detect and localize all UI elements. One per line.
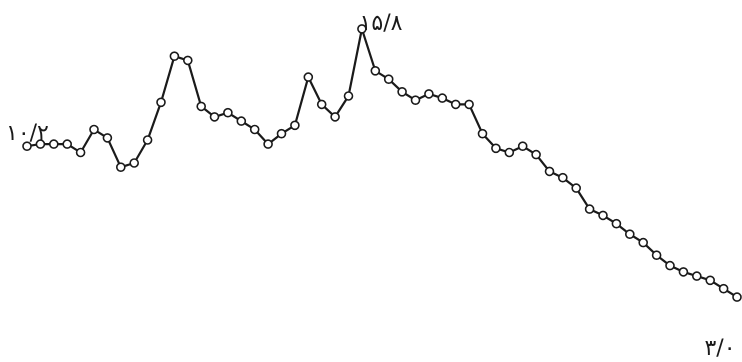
data-point-28: [383, 74, 394, 84]
data-point-25: [343, 91, 354, 101]
data-point-1: [22, 141, 32, 151]
data-point-6: [89, 124, 99, 135]
data-point-19: [263, 139, 273, 149]
data-point-14: [196, 101, 206, 112]
data-point-33: [450, 99, 461, 110]
data-point-15: [209, 112, 220, 122]
data-point-8: [116, 162, 126, 172]
data-point-43: [584, 204, 595, 214]
data-point-20: [276, 128, 287, 139]
data-point-32: [437, 93, 448, 103]
data-point-48: [651, 250, 662, 260]
data-point-54: [732, 292, 742, 302]
data-point-21: [290, 120, 300, 131]
data-point-3: [48, 139, 59, 149]
data-point-10: [142, 135, 153, 145]
data-point-31: [424, 89, 434, 99]
data-point-16: [223, 107, 233, 118]
data-point-9: [129, 158, 139, 168]
data-point-42: [571, 183, 582, 193]
data-point-5: [75, 147, 86, 158]
peak-value-label: ١۵/٨: [360, 11, 403, 36]
data-point-26: [357, 24, 367, 34]
data-point-45: [611, 218, 622, 229]
data-point-47: [638, 237, 649, 248]
data-point-34: [464, 99, 474, 110]
data-point-51: [691, 271, 702, 281]
data-point-7: [102, 133, 113, 143]
data-point-36: [491, 143, 501, 154]
data-point-37: [504, 147, 515, 158]
data-point-23: [316, 99, 327, 110]
data-point-49: [665, 260, 675, 271]
data-point-2: [35, 139, 46, 149]
data-point-11: [156, 97, 166, 108]
data-point-17: [236, 116, 247, 126]
data-point-52: [705, 275, 716, 286]
data-point-29: [397, 87, 407, 97]
data-point-24: [330, 112, 340, 122]
data-point-13: [183, 55, 193, 66]
start-value-label: ١٠/٢: [6, 121, 49, 146]
data-point-41: [557, 172, 568, 183]
data-point-50: [678, 267, 689, 277]
data-point-30: [410, 95, 421, 105]
data-point-22: [303, 72, 314, 82]
data-point-40: [544, 166, 555, 177]
data-point-4: [62, 139, 72, 149]
data-point-27: [370, 66, 381, 76]
data-point-53: [718, 283, 729, 294]
data-point-46: [624, 229, 635, 239]
data-point-18: [249, 124, 260, 135]
data-point-44: [598, 210, 608, 221]
points-layer: [22, 24, 742, 302]
data-point-38: [517, 141, 528, 151]
data-point-39: [531, 149, 541, 160]
end-value-label: ٣/٠: [704, 336, 735, 361]
data-point-12: [169, 51, 180, 62]
data-point-35: [477, 128, 488, 139]
